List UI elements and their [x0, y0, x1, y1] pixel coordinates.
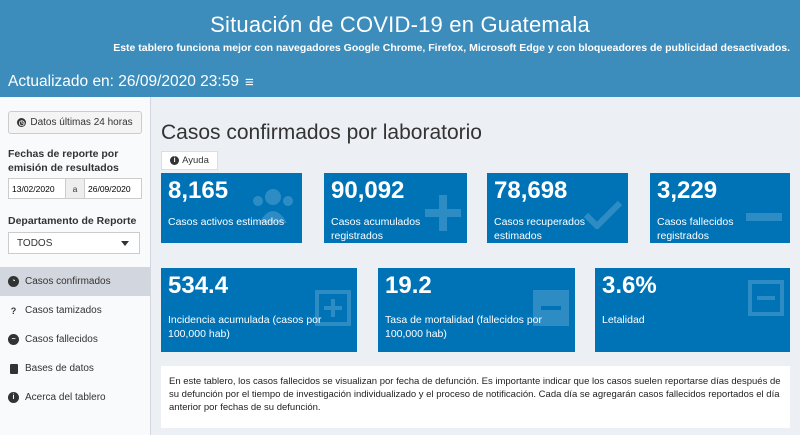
minus-square-icon [748, 280, 784, 316]
sidebar: ◷ Datos últimas 24 horas Fechas de repor… [0, 97, 151, 435]
card-value: 3,229 [657, 177, 718, 204]
card-tasa-mortalidad: 19.2 Tasa de mortalidad (fallecidos por … [378, 268, 575, 352]
department-select[interactable]: TODOS [8, 232, 140, 254]
card-value: 19.2 [385, 272, 432, 299]
date-to-input[interactable] [84, 178, 142, 199]
date-from-input[interactable] [8, 178, 66, 199]
last-24h-button[interactable]: ◷ Datos últimas 24 horas [8, 111, 142, 134]
department-value: TODOS [17, 237, 53, 249]
file-icon [9, 363, 18, 374]
users-icon [253, 189, 293, 223]
sidebar-item-casos-confirmados[interactable]: ◔ Casos confirmados [0, 267, 151, 296]
help-button[interactable]: i Ayuda [161, 151, 218, 170]
dates-label: Fechas de reporte por emisión de resulta… [8, 148, 119, 174]
sidebar-item-acerca[interactable]: i Acerca del tablero [0, 383, 151, 412]
card-label: Casos acumulados registrados [331, 216, 421, 242]
card-value: 534.4 [168, 272, 229, 299]
sidebar-item-label: Acerca del tablero [25, 392, 106, 403]
card-label: Casos recuperados estimados [494, 216, 586, 242]
sidebar-item-casos-tamizados[interactable]: ? Casos tamizados [0, 296, 151, 325]
card-value: 90,092 [331, 177, 405, 204]
card-incidencia: 534.4 Incidencia acumulada (casos por 10… [161, 268, 357, 352]
info-icon: i [170, 156, 180, 165]
card-value: 8,165 [168, 177, 229, 204]
card-label: Incidencia acumulada (casos por 100,000 … [168, 314, 322, 340]
info-note: En este tablero, los casos fallecidos se… [161, 366, 790, 428]
card-casos-acumulados: 90,092 Casos acumulados registrados [324, 173, 467, 243]
sidebar-item-label: Casos tamizados [25, 305, 102, 316]
card-label: Letalidad [602, 314, 645, 326]
date-range: a [8, 178, 142, 199]
minus-square-icon [533, 290, 569, 326]
card-value: 3.6% [602, 272, 657, 299]
last-24h-label: Datos últimas 24 horas [30, 117, 133, 128]
updated-timestamp: Actualizado en: 26/09/2020 23:59 [8, 73, 239, 90]
dashboard-icon: ◔ [8, 276, 19, 287]
question-icon: ? [10, 305, 17, 316]
check-icon [584, 200, 622, 229]
plus-icon [425, 195, 461, 231]
card-label: Casos activos estimados [168, 216, 285, 228]
page-title: Situación de COVID-19 en Guatemala [210, 12, 590, 37]
department-label: Departamento de Reporte [8, 215, 137, 227]
sidebar-item-label: Casos fallecidos [25, 334, 98, 345]
card-letalidad: 3.6% Letalidad [595, 268, 790, 352]
sidebar-item-casos-fallecidos[interactable]: − Casos fallecidos [0, 325, 151, 354]
sidebar-item-bases-de-datos[interactable]: Bases de datos [0, 354, 151, 383]
card-value: 78,698 [494, 177, 568, 204]
card-casos-recuperados: 78,698 Casos recuperados estimados [487, 173, 628, 243]
sidebar-item-label: Bases de datos [25, 363, 94, 374]
card-label: Tasa de mortalidad (fallecidos por 100,0… [385, 314, 542, 340]
top-header: Situación de COVID-19 en Guatemala Este … [0, 0, 800, 97]
info-icon: i [8, 392, 19, 403]
clock-icon: ◷ [17, 118, 27, 127]
chevron-down-icon [121, 240, 129, 246]
section-title: Casos confirmados por laboratorio [161, 121, 482, 144]
sidebar-item-label: Casos confirmados [25, 276, 111, 287]
card-casos-fallecidos: 3,229 Casos fallecidos registrados [650, 173, 790, 243]
card-label: Casos fallecidos registrados [657, 216, 734, 242]
plus-square-icon [315, 290, 351, 326]
browser-notice: Este tablero funciona mejor con navegado… [113, 42, 790, 54]
help-label: Ayuda [182, 155, 209, 166]
hamburger-menu-icon[interactable]: ≡ [245, 74, 254, 91]
minus-icon [746, 213, 782, 221]
card-casos-activos: 8,165 Casos activos estimados [161, 173, 302, 243]
minus-circle-icon: − [8, 334, 19, 345]
date-separator: a [66, 178, 84, 199]
